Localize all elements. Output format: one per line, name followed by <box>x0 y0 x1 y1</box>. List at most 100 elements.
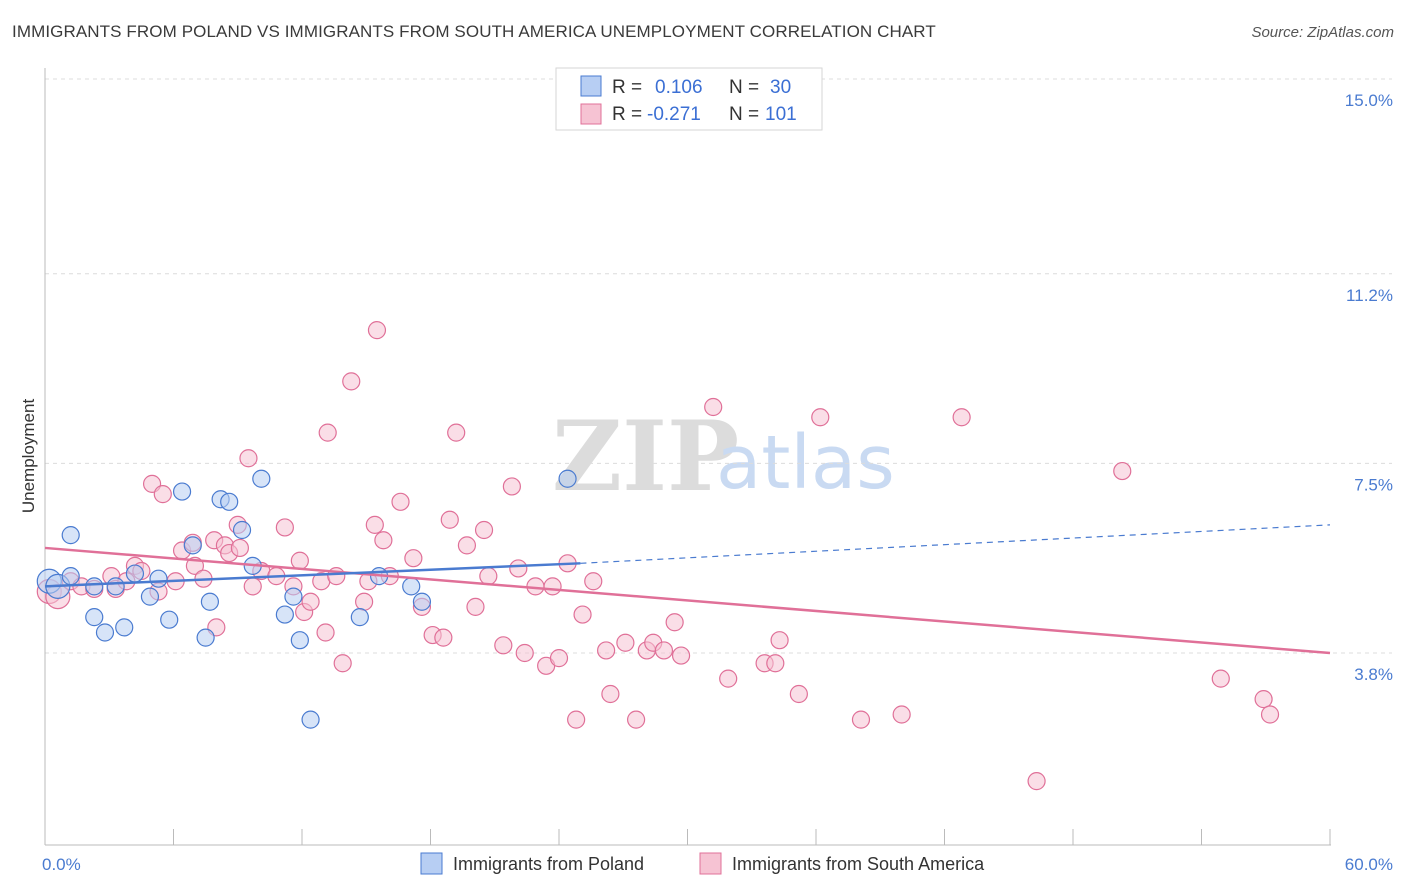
source-label: Source: ZipAtlas.com <box>1251 24 1394 41</box>
trend-line-south-america <box>44 546 1331 655</box>
data-point <box>95 623 115 642</box>
data-point <box>149 569 168 588</box>
data-point <box>252 469 271 488</box>
y-tick-label: 11.2% <box>1346 286 1393 305</box>
y-axis-label: Unemployment <box>19 399 38 514</box>
data-point <box>515 643 534 663</box>
data-point <box>474 520 494 540</box>
data-point <box>811 408 830 427</box>
data-point <box>183 536 202 555</box>
data-point <box>391 492 410 511</box>
data-point <box>447 423 466 442</box>
data-point <box>301 710 320 729</box>
data-point <box>125 564 145 583</box>
trend-lines <box>44 524 1331 655</box>
data-point <box>243 577 262 596</box>
data-point <box>1260 705 1280 724</box>
data-point <box>301 592 320 611</box>
data-point <box>626 710 646 729</box>
data-point <box>355 592 374 611</box>
trend-line-poland <box>44 562 581 588</box>
data-point <box>404 549 423 568</box>
bottom-legend-swatch-poland <box>420 852 443 875</box>
data-point <box>440 510 459 529</box>
data-point <box>770 631 789 650</box>
data-point <box>543 577 562 596</box>
data-point <box>952 408 971 427</box>
legend-n-value-poland: 30 <box>770 77 791 98</box>
data-point <box>601 684 620 704</box>
data-point <box>494 636 513 655</box>
data-point <box>85 608 104 627</box>
data-point <box>365 515 384 534</box>
data-point <box>466 597 485 616</box>
data-point <box>892 705 911 724</box>
data-point <box>412 592 432 611</box>
data-point <box>275 518 294 537</box>
data-point <box>367 321 387 340</box>
legend-n-label-poland: N = <box>729 77 759 98</box>
data-point <box>342 372 361 391</box>
data-point <box>290 551 309 570</box>
data-point <box>567 710 586 729</box>
data-point <box>106 577 125 596</box>
data-point <box>509 559 528 578</box>
legend-r-label-poland: R = <box>612 77 642 98</box>
bottom-legend-label-south-america: Immigrants from South America <box>732 854 985 874</box>
data-point <box>284 587 303 606</box>
data-point <box>457 536 477 555</box>
data-point <box>333 654 352 673</box>
data-point <box>1027 772 1046 791</box>
legend-r-label-south-america: R = <box>612 104 642 125</box>
data-point <box>502 477 521 496</box>
bottom-legend-label-poland: Immigrants from Poland <box>453 854 644 874</box>
legend-swatch-south-america <box>580 103 602 125</box>
data-point <box>316 623 335 642</box>
data-point <box>789 684 808 704</box>
data-point <box>230 538 249 558</box>
correlation-legend: R = 0.106 N = 30 R = -0.271 N = 101 <box>555 67 823 131</box>
data-point <box>350 608 369 627</box>
data-point <box>851 710 871 729</box>
series-legend: Immigrants from Poland Immigrants from S… <box>420 852 985 875</box>
data-point <box>616 633 635 652</box>
watermark: ZIP atlas <box>552 400 895 513</box>
data-point <box>1254 690 1273 709</box>
data-point <box>766 654 785 673</box>
data-point <box>402 577 421 596</box>
chart-title: IMMIGRANTS FROM POLAND VS IMMIGRANTS FRO… <box>12 22 936 41</box>
data-point <box>239 449 258 468</box>
legend-r-value-south-america: -0.271 <box>647 104 701 125</box>
data-point <box>549 649 569 668</box>
data-point <box>573 605 592 624</box>
data-point <box>704 397 723 417</box>
data-point <box>61 526 80 545</box>
data-point <box>597 641 616 660</box>
y-tick-label: 3.8% <box>1354 665 1393 684</box>
legend-swatch-poland <box>580 75 602 97</box>
data-point <box>1211 669 1230 688</box>
trend-line-poland-extension <box>580 524 1331 564</box>
data-point <box>671 646 691 665</box>
data-point <box>1113 461 1132 481</box>
data-point <box>374 531 393 550</box>
axes <box>44 68 1331 846</box>
south-america-points <box>36 321 1280 791</box>
data-point <box>61 567 80 586</box>
legend-r-value-poland: 0.106 <box>655 77 703 98</box>
y-tick-labels: 3.8% 7.5% 11.2% 15.0% <box>1345 91 1393 684</box>
data-point <box>85 577 104 596</box>
y-tick-label: 7.5% <box>1354 475 1393 494</box>
poland-points <box>36 469 577 729</box>
data-point <box>275 605 294 624</box>
data-point <box>140 587 160 606</box>
data-point <box>434 628 453 647</box>
data-point <box>558 469 577 488</box>
data-point <box>160 610 179 629</box>
data-point <box>290 631 309 650</box>
data-point <box>654 641 674 660</box>
data-point <box>232 520 252 540</box>
data-point <box>584 572 603 591</box>
x-tick-max: 60.0% <box>1345 855 1393 874</box>
legend-n-label-south-america: N = <box>729 104 759 125</box>
